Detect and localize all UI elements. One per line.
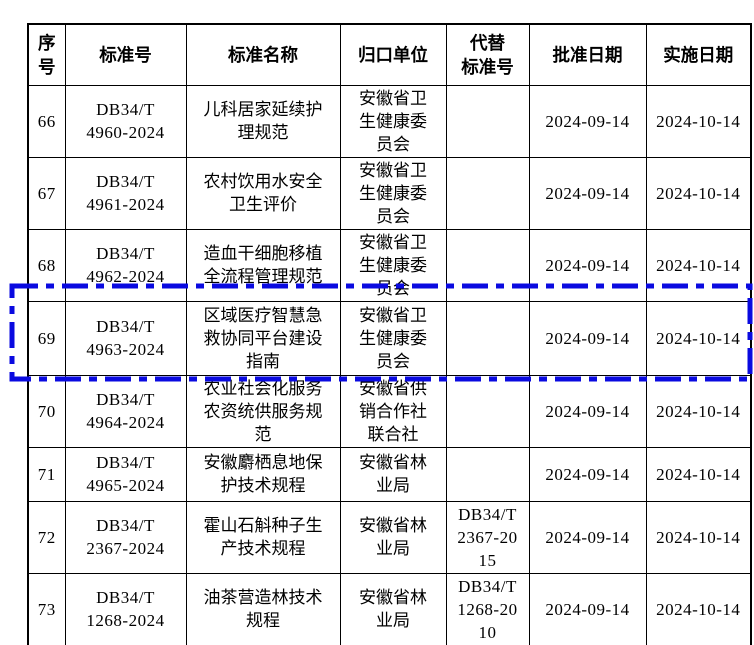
cell-name: 儿科居家延续护 理规范: [185, 84, 341, 158]
cell-no: 71: [27, 446, 66, 502]
cell-unit: 安徽省卫 生健康委 员会: [339, 300, 447, 376]
cell-name: 造血干细胞移植 全流程管理规范: [185, 228, 341, 302]
cell-code: DB34/T 4964-2024: [64, 374, 187, 448]
cell-name: 霍山石斛种子生 产技术规程: [185, 500, 341, 574]
column-header-replaced: 代替 标准号: [445, 23, 530, 86]
cell-name: 安徽麝栖息地保 护技术规程: [185, 446, 341, 502]
table-row: 68 DB34/T 4962-2024 造血干细胞移植 全流程管理规范 安徽省卫…: [27, 228, 752, 302]
standards-table: 序 号 标准号 标准名称 归口单位 代替 标准号 批准日期 实施日期 66 DB…: [27, 23, 752, 645]
cell-unit: 安徽省卫 生健康委 员会: [339, 228, 447, 302]
cell-code: DB34/T 4965-2024: [64, 446, 187, 502]
cell-no: 66: [27, 84, 66, 158]
column-header-code: 标准号: [64, 23, 187, 86]
cell-code: DB34/T 4961-2024: [64, 156, 187, 230]
cell-name: 农村饮用水安全 卫生评价: [185, 156, 341, 230]
column-header-no: 序 号: [27, 23, 66, 86]
cell-approved: 2024-09-14: [528, 84, 647, 158]
column-header-name: 标准名称: [185, 23, 341, 86]
cell-approved: 2024-09-14: [528, 156, 647, 230]
cell-replaced: [445, 156, 530, 230]
cell-name: 农业社会化服务 农资统供服务规 范: [185, 374, 341, 448]
cell-name: 油茶营造林技术 规程: [185, 572, 341, 645]
cell-unit: 安徽省林 业局: [339, 572, 447, 645]
table-row-highlighted: 69 DB34/T 4963-2024 区域医疗智慧急 救协同平台建设 指南 安…: [27, 300, 752, 376]
cell-unit: 安徽省林 业局: [339, 446, 447, 502]
cell-implemented: 2024-10-14: [645, 446, 752, 502]
cell-implemented: 2024-10-14: [645, 500, 752, 574]
cell-unit: 安徽省供 销合作社 联合社: [339, 374, 447, 448]
column-header-approved: 批准日期: [528, 23, 647, 86]
cell-unit: 安徽省卫 生健康委 员会: [339, 84, 447, 158]
cell-unit: 安徽省卫 生健康委 员会: [339, 156, 447, 230]
cell-code: DB34/T 4962-2024: [64, 228, 187, 302]
cell-replaced: DB34/T 1268-20 10: [445, 572, 530, 645]
table-row: 73 DB34/T 1268-2024 油茶营造林技术 规程 安徽省林 业局 D…: [27, 572, 752, 645]
header-row: 序 号 标准号 标准名称 归口单位 代替 标准号 批准日期 实施日期: [27, 23, 752, 86]
cell-no: 67: [27, 156, 66, 230]
cell-code: DB34/T 4960-2024: [64, 84, 187, 158]
cell-replaced: DB34/T 2367-20 15: [445, 500, 530, 574]
cell-approved: 2024-09-14: [528, 500, 647, 574]
cell-replaced: [445, 228, 530, 302]
cell-replaced: [445, 84, 530, 158]
cell-code: DB34/T 2367-2024: [64, 500, 187, 574]
column-header-unit: 归口单位: [339, 23, 447, 86]
cell-no: 70: [27, 374, 66, 448]
cell-no: 73: [27, 572, 66, 645]
cell-code: DB34/T 4963-2024: [64, 300, 187, 376]
table-row: 72 DB34/T 2367-2024 霍山石斛种子生 产技术规程 安徽省林 业…: [27, 500, 752, 574]
cell-implemented: 2024-10-14: [645, 84, 752, 158]
cell-replaced: [445, 446, 530, 502]
cell-approved: 2024-09-14: [528, 228, 647, 302]
cell-no: 72: [27, 500, 66, 574]
cell-implemented: 2024-10-14: [645, 228, 752, 302]
cell-implemented: 2024-10-14: [645, 300, 752, 376]
cell-unit: 安徽省林 业局: [339, 500, 447, 574]
column-header-implemented: 实施日期: [645, 23, 752, 86]
cell-no: 68: [27, 228, 66, 302]
cell-approved: 2024-09-14: [528, 572, 647, 645]
cell-name: 区域医疗智慧急 救协同平台建设 指南: [185, 300, 341, 376]
table-row: 67 DB34/T 4961-2024 农村饮用水安全 卫生评价 安徽省卫 生健…: [27, 156, 752, 230]
cell-implemented: 2024-10-14: [645, 572, 752, 645]
cell-approved: 2024-09-14: [528, 300, 647, 376]
cell-implemented: 2024-10-14: [645, 374, 752, 448]
cell-approved: 2024-09-14: [528, 446, 647, 502]
cell-code: DB34/T 1268-2024: [64, 572, 187, 645]
table-row: 71 DB34/T 4965-2024 安徽麝栖息地保 护技术规程 安徽省林 业…: [27, 446, 752, 502]
table-row: 70 DB34/T 4964-2024 农业社会化服务 农资统供服务规 范 安徽…: [27, 374, 752, 448]
cell-replaced: [445, 300, 530, 376]
cell-replaced: [445, 374, 530, 448]
cell-no: 69: [27, 300, 66, 376]
cell-implemented: 2024-10-14: [645, 156, 752, 230]
cell-approved: 2024-09-14: [528, 374, 647, 448]
table-row: 66 DB34/T 4960-2024 儿科居家延续护 理规范 安徽省卫 生健康…: [27, 84, 752, 158]
